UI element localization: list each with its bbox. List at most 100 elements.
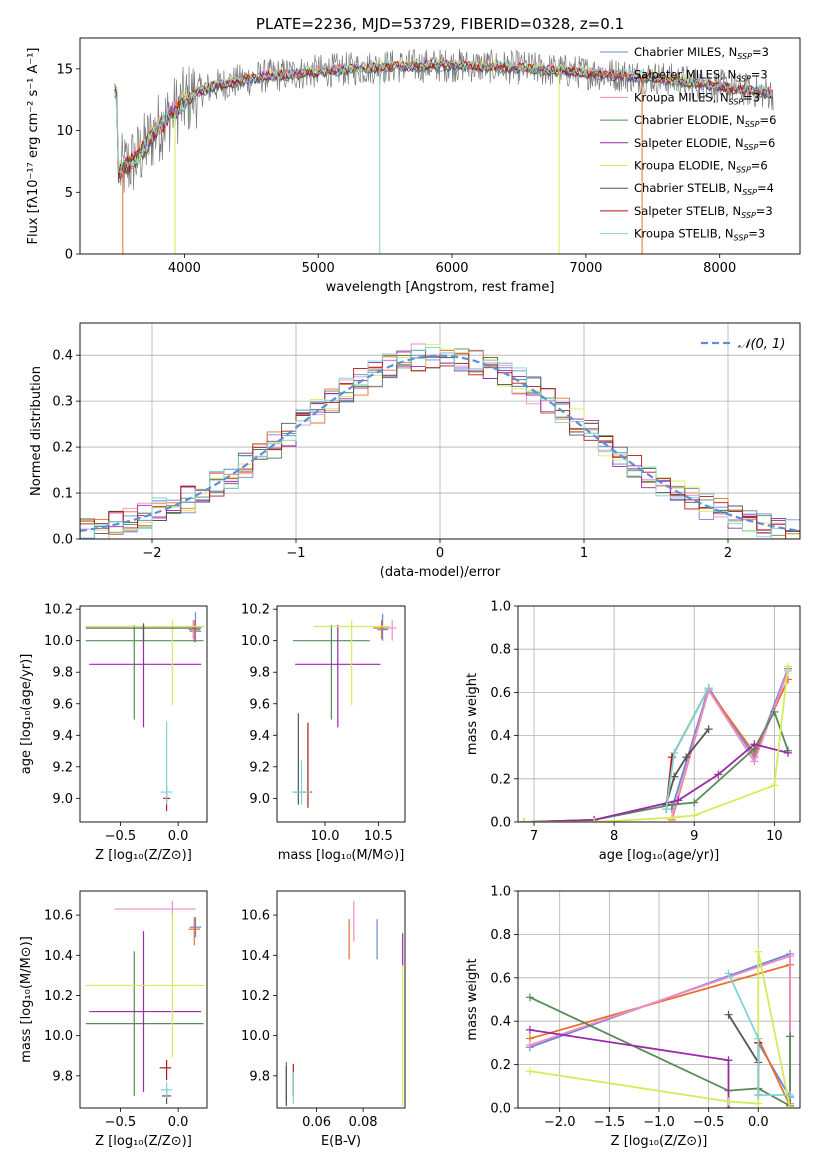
- x-tick-label: 6000: [435, 261, 468, 276]
- weight-point-marker: [786, 1104, 795, 1108]
- x-tick-label: 10.0: [311, 829, 340, 844]
- legend-entry: Salpeter STELIB, NSSP=3: [634, 204, 773, 220]
- y-tick-label: 10: [56, 124, 73, 139]
- mass_vs_Z-panel: −0.5 0.0 9.8 10.0 10.2 10.4 10.6 Z [log₁₀(Z/Z⊙)…: [19, 890, 208, 1149]
- y-tick-label: 0.3: [52, 395, 73, 410]
- y-tick-label: 9.8: [52, 1069, 73, 1084]
- weight-point-marker: [783, 748, 792, 757]
- weight-point-marker: [754, 947, 763, 956]
- axes-frame: [79, 890, 208, 1109]
- weight-point-marker: [750, 757, 759, 766]
- residual-histogram-step: [80, 348, 800, 539]
- x-axis-label: Z [log₁₀(Z/Z⊙)]: [95, 1134, 192, 1149]
- residual-histogram-step: [80, 346, 800, 539]
- legend-entry-suffix: =6: [758, 136, 775, 150]
- weight-point-marker: [786, 1090, 795, 1099]
- x-tick-label: 1: [580, 546, 588, 561]
- x-tick-label: 0.0: [168, 829, 189, 844]
- x-axis-label: wavelength [Angstrom, rest frame]: [326, 280, 555, 295]
- y-tick-label: 10.0: [241, 634, 270, 649]
- y-tick-label: 10.2: [241, 989, 270, 1004]
- y-axis-label: age [log₁₀(age/yr)]: [19, 654, 34, 775]
- weight-point-marker: [525, 993, 534, 1002]
- axes-frame: [517, 890, 801, 1109]
- weight-point-marker: [786, 952, 795, 961]
- y-tick-label: 9.8: [52, 666, 73, 681]
- y-tick-label: 9.6: [52, 697, 73, 712]
- weight-point-marker: [704, 725, 713, 734]
- y-tick-label: 0: [65, 248, 73, 263]
- legend-entry-suffix: =6: [760, 113, 777, 127]
- legend-entry: Kroupa STELIB, NSSP=3: [634, 227, 765, 243]
- weight-line: [670, 670, 789, 818]
- model-spectrum-line: [114, 61, 773, 181]
- legend-entry: Kroupa MILES, NSSP=3: [634, 90, 760, 106]
- y-axis-label: Flux [fλ10⁻¹⁷ erg cm⁻² s⁻¹ A⁻¹]: [26, 48, 41, 245]
- weight-point-marker: [724, 1010, 733, 1019]
- legend-entry-suffix: =6: [751, 159, 768, 173]
- age_vs_Z-panel: −0.5 0.0 9.0 9.2 9.4 9.6 9.8 10.0 10.2 Z [log₁₀(Z…: [19, 603, 208, 863]
- x-axis-label: E(B-V): [321, 1134, 361, 1149]
- mass_vs_ebv-plot-area: [285, 901, 404, 1106]
- weight-point-marker: [704, 684, 713, 693]
- y-tick-label: 0.0: [490, 1102, 511, 1117]
- weight-line: [524, 666, 789, 822]
- weight-point-marker: [667, 813, 676, 822]
- weight_vs_Z-plot-area: [525, 947, 795, 1108]
- model-spectrum-line: [114, 59, 773, 174]
- legend-entry-subscript: SSP: [745, 120, 760, 129]
- legend-entry-subscript: SSP: [742, 188, 757, 197]
- weight_vs_age-plot-area: [520, 662, 792, 822]
- x-tick-label: 10.5: [364, 829, 393, 844]
- weight-point-marker: [690, 798, 699, 807]
- legend-entry-suffix: =3: [748, 227, 765, 241]
- legend-entry-name: Kroupa STELIB, N: [634, 227, 734, 241]
- x-tick-label: 9: [690, 829, 698, 844]
- y-tick-label: 0.8: [490, 643, 511, 658]
- y-tick-label: 0.8: [490, 928, 511, 943]
- x-tick-label: 7: [530, 829, 538, 844]
- x-tick-label: 10: [766, 829, 783, 844]
- x-axis-label: Z [log₁₀(Z/Z⊙)]: [95, 848, 192, 863]
- legend-entry-name: Kroupa ELODIE, N: [634, 159, 736, 173]
- axes-frame: [79, 605, 208, 823]
- y-tick-label: 10.0: [44, 1029, 73, 1044]
- y-tick-label: 5: [65, 186, 73, 201]
- y-tick-label: 9.0: [249, 792, 270, 807]
- legend-entry-suffix: =3: [751, 68, 768, 82]
- y-tick-label: 9.2: [249, 760, 270, 775]
- legend-entry-name: Salpeter MILES, N: [634, 68, 736, 82]
- y-tick-label: 0.2: [490, 1058, 511, 1073]
- y-tick-label: 10.0: [44, 634, 73, 649]
- legend-entry: Kroupa ELODIE, NSSP=6: [634, 159, 768, 175]
- legend-entry-suffix: =4: [757, 181, 774, 195]
- axes-frame: [276, 605, 406, 823]
- x-tick-label: 4000: [168, 261, 201, 276]
- weight-point-marker: [525, 1067, 534, 1076]
- x-tick-label: 0: [436, 546, 444, 561]
- x-tick-label: 0.08: [349, 1115, 378, 1130]
- weight-line: [524, 743, 789, 822]
- x-tick-label: −0.5: [105, 1115, 137, 1130]
- legend-entry-name: Kroupa MILES, N: [634, 90, 729, 104]
- y-axis-label: mass weight: [465, 958, 480, 1040]
- y-tick-label: 0.2: [490, 772, 511, 787]
- x-tick-label: 0.0: [168, 1115, 189, 1130]
- weight-point-marker: [714, 770, 723, 779]
- y-tick-label: 0.0: [490, 816, 511, 831]
- weight-point-marker: [525, 1041, 534, 1050]
- y-tick-label: 10.4: [44, 949, 73, 964]
- legend-entry-name: Chabrier MILES, N: [634, 45, 737, 59]
- y-tick-label: 9.4: [52, 729, 73, 744]
- legend-entry-name: Chabrier ELODIE, N: [634, 113, 745, 127]
- y-tick-label: 10.0: [241, 1029, 270, 1044]
- y-tick-label: 0.1: [52, 487, 73, 502]
- figure-title: PLATE=2236, MJD=53729, FIBERID=0328, z=0…: [256, 15, 624, 33]
- weight-point-marker: [750, 740, 759, 749]
- weight_vs_Z-panel: −2.0 −1.5 −1.0 −0.5 0.0 0.0 0.2 0.4 0.6 0.8 1.0 Z […: [465, 885, 801, 1149]
- mass_vs_ebv-panel: 0.06 0.08 9.8 10.0 10.2 10.4 10.6 E(B-V): [241, 890, 406, 1149]
- y-tick-label: 9.4: [249, 729, 270, 744]
- weight-point-marker: [786, 1032, 795, 1041]
- x-tick-label: −1.5: [594, 1115, 626, 1130]
- legend-entry: Salpeter MILES, NSSP=3: [634, 68, 768, 84]
